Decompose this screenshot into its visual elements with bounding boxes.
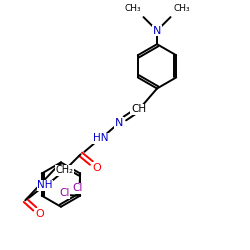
Text: HN: HN bbox=[92, 133, 108, 143]
Text: Cl: Cl bbox=[59, 188, 69, 198]
Text: N: N bbox=[115, 118, 123, 128]
Text: CH₂: CH₂ bbox=[56, 165, 74, 175]
Text: CH₃: CH₃ bbox=[173, 4, 190, 13]
Text: O: O bbox=[92, 163, 101, 173]
Text: O: O bbox=[36, 209, 44, 219]
Text: Cl: Cl bbox=[72, 183, 83, 193]
Text: NH: NH bbox=[37, 180, 53, 190]
Text: N: N bbox=[153, 26, 161, 36]
Text: CH₃: CH₃ bbox=[124, 4, 141, 13]
Text: CH: CH bbox=[131, 104, 146, 115]
